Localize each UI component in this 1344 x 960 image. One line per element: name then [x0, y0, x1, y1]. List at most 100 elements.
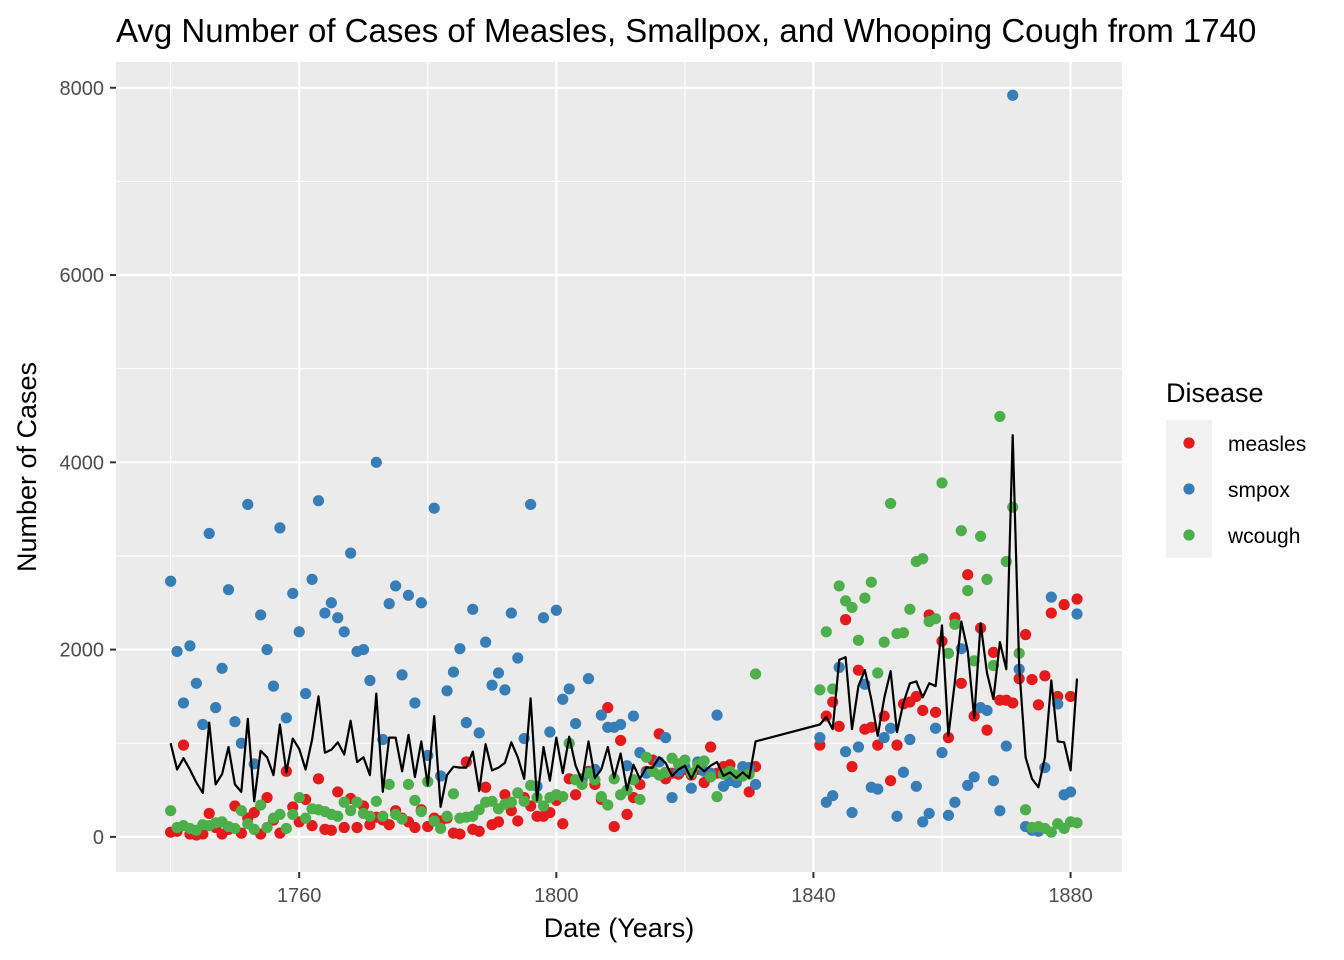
- measles-point: [351, 821, 363, 834]
- wcough-point: [962, 585, 974, 597]
- y-tick-label: 4000: [60, 452, 105, 474]
- measles-point: [473, 825, 485, 837]
- wcough-point: [409, 794, 421, 806]
- measles-point: [364, 819, 376, 831]
- wcough-point: [897, 627, 910, 639]
- smpox-point: [910, 780, 922, 792]
- wcough-point: [370, 795, 382, 807]
- measles-point: [177, 739, 190, 751]
- smpox-point: [537, 612, 550, 624]
- wcough-point: [852, 634, 865, 646]
- legend-title: Disease: [1166, 378, 1264, 408]
- wcough-point: [929, 613, 942, 625]
- wcough-point: [833, 580, 845, 592]
- measles-point: [615, 734, 627, 747]
- legend-item-measles: measles: [1183, 433, 1306, 456]
- x-tick-label: 1800: [534, 885, 579, 907]
- y-tick-label: 8000: [60, 78, 105, 100]
- smpox-point: [1064, 786, 1077, 798]
- wcough-point: [300, 812, 312, 824]
- wcough-point: [981, 573, 993, 585]
- measles-point: [929, 706, 942, 718]
- smpox-point: [627, 710, 640, 722]
- wcough-point: [377, 810, 389, 822]
- measles-point: [1064, 690, 1077, 703]
- axis-ticks: 1760 1800 1840 1880 0 2000 4000 6000 8000: [60, 78, 1093, 907]
- x-tick-label: 1880: [1048, 885, 1093, 907]
- smpox-point: [235, 737, 247, 749]
- smpox-point: [274, 522, 286, 534]
- measles-point: [248, 806, 260, 819]
- wcough-point: [865, 576, 877, 588]
- measles-point: [492, 816, 505, 828]
- legend: Disease measles smpox wcough: [1166, 378, 1306, 558]
- measles-point: [846, 761, 858, 773]
- smpox-point: [557, 693, 569, 705]
- smpox-point: [666, 791, 678, 804]
- measles-point: [306, 820, 318, 832]
- smpox-point: [968, 771, 980, 783]
- smpox-point: [987, 775, 1000, 787]
- y-axis-title: Number of Cases: [12, 362, 42, 572]
- smpox-point: [312, 495, 325, 507]
- measles-point: [570, 789, 582, 801]
- wcough-point: [814, 684, 826, 696]
- wcough-point: [441, 810, 453, 822]
- smpox-point: [332, 612, 344, 624]
- wcough-point: [287, 808, 299, 821]
- wcough-point: [942, 647, 955, 659]
- measles-point: [839, 614, 852, 626]
- smpox-point: [872, 783, 884, 795]
- wcough-point: [235, 805, 247, 817]
- smpox-point: [563, 683, 575, 695]
- measles-point: [621, 808, 633, 821]
- measles-point: [608, 820, 620, 833]
- wcough-point: [165, 805, 177, 817]
- y-tick-label: 6000: [60, 265, 105, 287]
- legend-item-wcough: wcough: [1183, 525, 1300, 548]
- smpox-point: [981, 704, 993, 717]
- legend-label-wcough: wcough: [1227, 525, 1300, 548]
- measles-point: [338, 821, 350, 834]
- average-line: [169, 434, 1079, 808]
- measles-point: [261, 791, 273, 804]
- wcough-point: [949, 618, 961, 630]
- smpox-point: [306, 573, 318, 585]
- smpox-point: [660, 732, 672, 744]
- wcough-point: [1007, 501, 1019, 513]
- smpox-point: [210, 702, 222, 714]
- smpox-point: [370, 456, 382, 468]
- smpox-point: [749, 778, 762, 791]
- wcough-point: [936, 477, 948, 489]
- wcough-point: [518, 795, 530, 807]
- wcough-point: [338, 796, 350, 808]
- wcough-point: [512, 787, 524, 799]
- wcough-point: [1045, 826, 1057, 838]
- smpox-point: [287, 587, 299, 600]
- wcough-point: [955, 525, 967, 537]
- smpox-point: [1071, 608, 1083, 620]
- smpox-point: [216, 662, 228, 674]
- legend-key-measles: [1183, 437, 1195, 449]
- smpox-point: [827, 790, 839, 802]
- smpox-point: [293, 626, 305, 638]
- wcough-point: [428, 815, 440, 827]
- legend-items: measles smpox wcough: [1183, 433, 1306, 548]
- legend-key-smpox: [1183, 483, 1195, 495]
- smpox-point: [1045, 591, 1057, 603]
- smpox-point: [454, 643, 466, 655]
- wcough-point: [820, 626, 832, 638]
- smpox-point: [184, 640, 196, 652]
- smpox-point: [357, 644, 370, 656]
- series-layer: [165, 89, 1083, 841]
- wcough-point: [248, 823, 260, 835]
- smpox-point: [1007, 89, 1019, 101]
- measles-point: [743, 786, 755, 798]
- smpox-point: [480, 636, 492, 648]
- wcough-point: [884, 497, 897, 510]
- wcough-point: [576, 778, 588, 791]
- wcough-point: [261, 821, 273, 834]
- smpox-point: [923, 807, 935, 820]
- wcough-point: [229, 822, 241, 835]
